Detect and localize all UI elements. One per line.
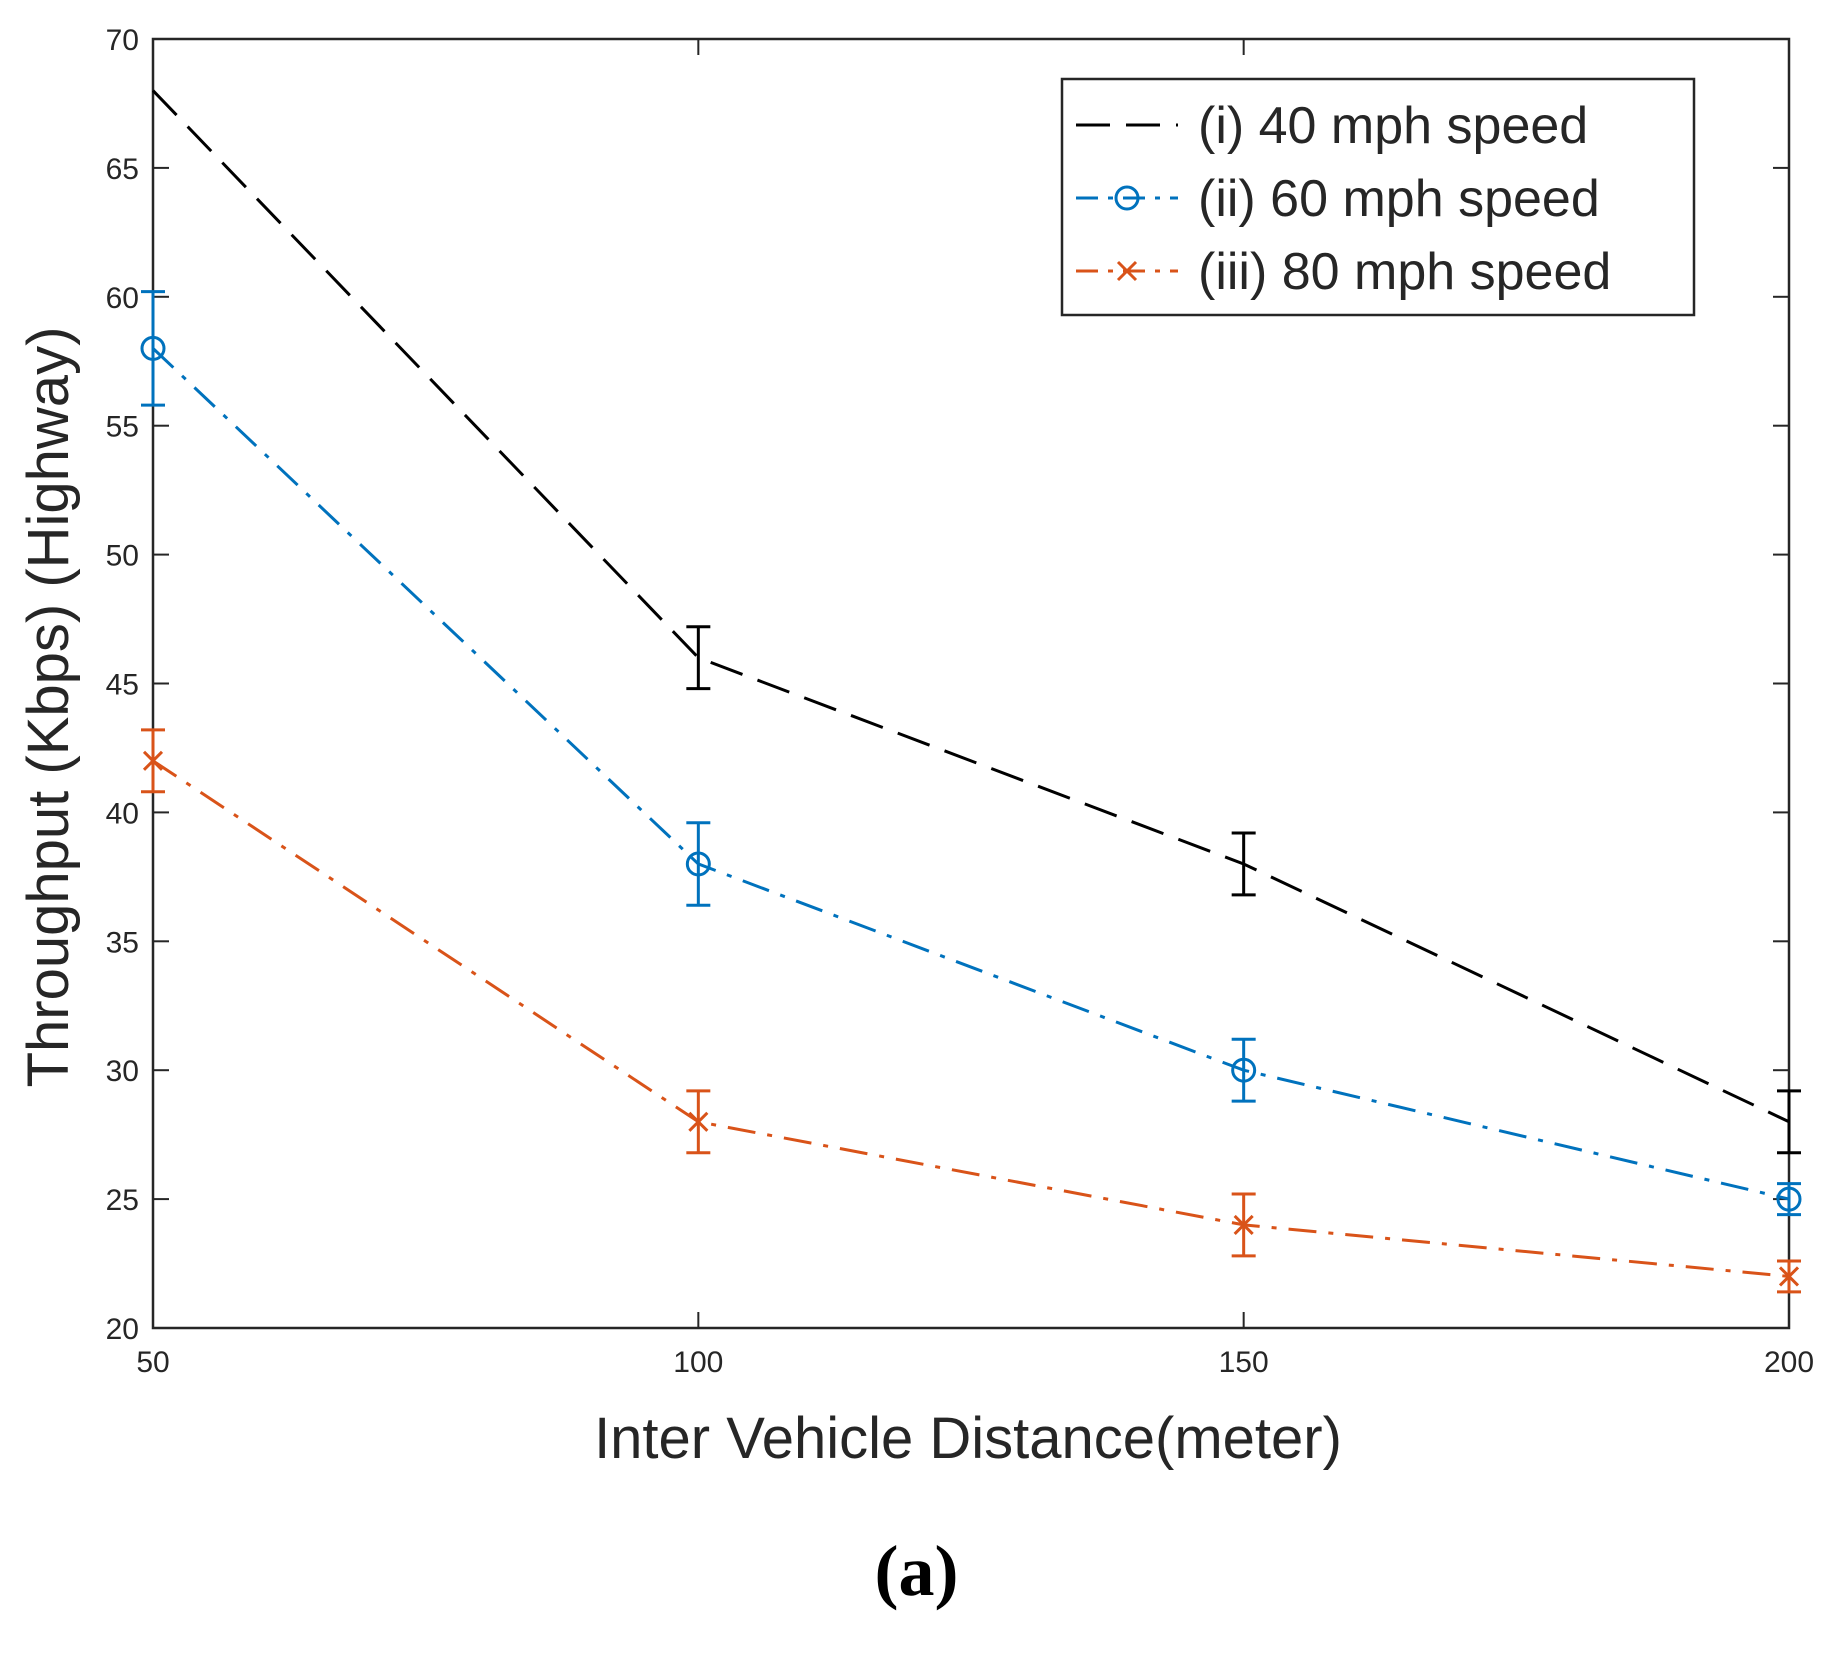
x-tick-label: 200	[1764, 1346, 1814, 1379]
x-tick-label: 50	[136, 1346, 169, 1379]
y-tick-label: 20	[106, 1313, 139, 1346]
legend-label-2: (ii) 60 mph speed	[1198, 170, 1600, 228]
data-point-2	[1776, 1186, 1802, 1212]
data-point-2	[685, 851, 711, 877]
y-tick-label: 35	[106, 926, 139, 959]
y-tick-label: 55	[106, 411, 139, 444]
data-point-3	[688, 1111, 709, 1132]
legend-swatch-marker-3	[1116, 260, 1138, 282]
y-tick-label: 65	[106, 153, 139, 186]
series-line-3	[152, 759, 1790, 1278]
series-line-1	[151, 89, 1790, 1124]
x-axis-title: Inter Vehicle Distance(meter)	[594, 1406, 1342, 1471]
legend: (i) 40 mph speed (ii) 60 mph speed (iii) 8…	[1060, 77, 1696, 317]
series-line-2	[151, 347, 1790, 1201]
error-bar-1	[686, 625, 711, 691]
error-bar-2	[1231, 1037, 1256, 1103]
x-tick-label: 100	[673, 1346, 723, 1379]
y-tick-label: 45	[106, 669, 139, 702]
legend-label-1: (i) 40 mph speed	[1198, 97, 1588, 155]
y-tick-label: 25	[106, 1184, 139, 1217]
data-point-2	[1231, 1057, 1257, 1083]
plot-area: 50 100 150 200 20 25 30 35 40 45 50 55 60 65 70	[106, 24, 1814, 1379]
error-bar-1	[1777, 1089, 1801, 1155]
legend-box	[1060, 77, 1696, 317]
error-bar-2	[686, 821, 711, 907]
error-bar-2	[141, 290, 165, 407]
data-point-2	[140, 335, 166, 361]
legend-label-3: (iii) 80 mph speed	[1198, 243, 1611, 301]
data-point-3	[1233, 1214, 1254, 1235]
x-tick-label: 150	[1219, 1346, 1269, 1379]
y-tick-label: 70	[106, 24, 139, 57]
legend-swatch-marker-2	[1114, 185, 1140, 211]
data-point-3	[1778, 1266, 1800, 1287]
y-tick-label: 50	[106, 540, 139, 573]
y-tick-label: 60	[106, 282, 139, 315]
data-point-3	[142, 750, 164, 771]
y-tick-label: 40	[106, 797, 139, 830]
error-bar-1	[1231, 831, 1256, 897]
figure-caption: (a)	[874, 1531, 959, 1611]
y-axis-title: Throughput (Kbps) (Highway)	[16, 327, 81, 1088]
y-tick-label: 30	[106, 1055, 139, 1088]
